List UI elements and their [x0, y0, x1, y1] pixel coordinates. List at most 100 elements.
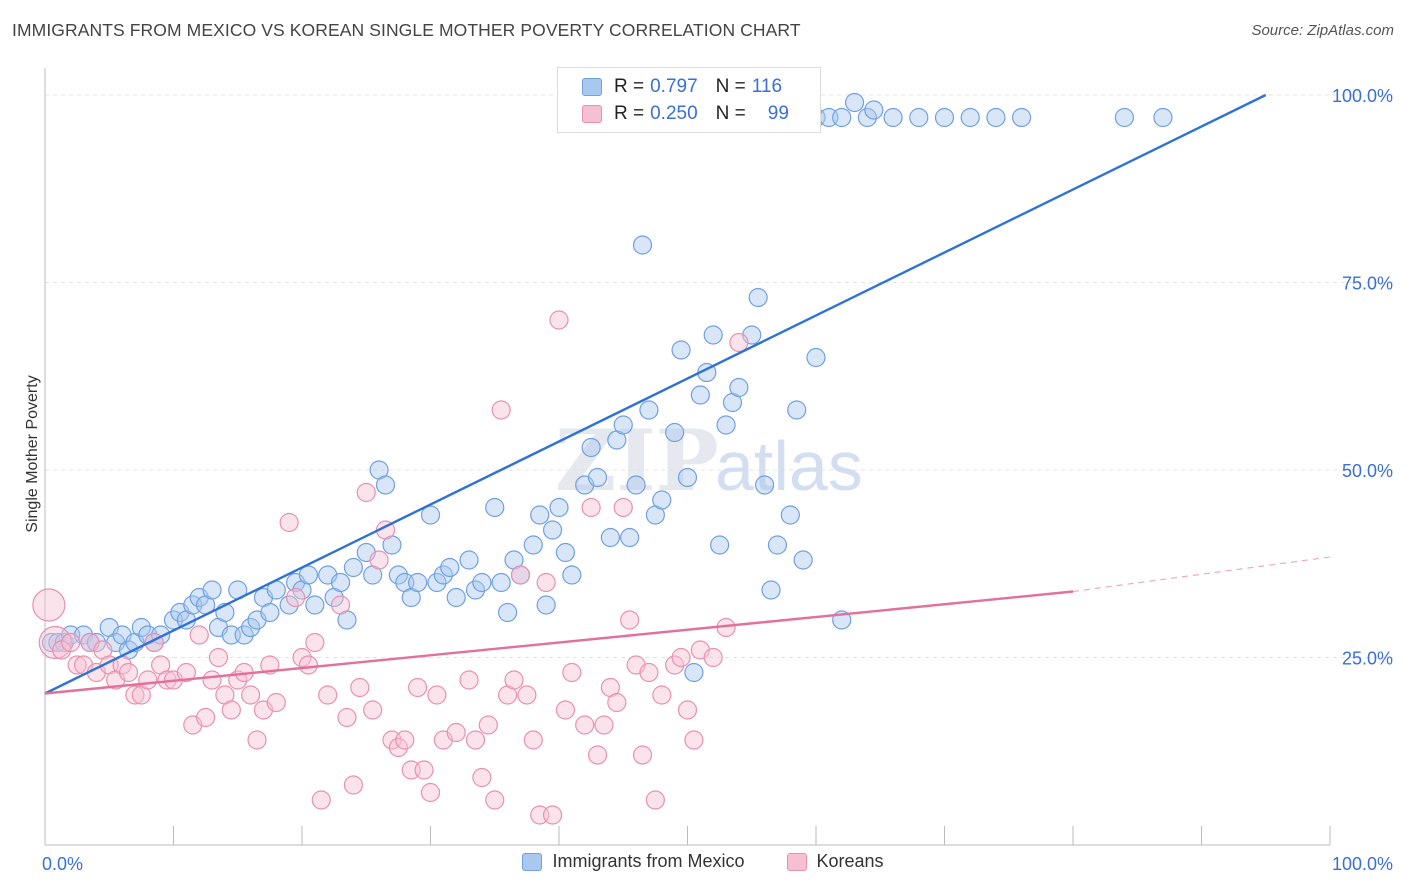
data-point-koreans — [279, 512, 299, 533]
data-point-koreans — [356, 482, 376, 503]
data-point-koreans — [388, 737, 408, 758]
legend-label-mexico: Immigrants from Mexico — [552, 851, 745, 871]
data-point-mexico — [131, 617, 151, 638]
data-point-koreans — [208, 647, 229, 668]
data-point-mexico — [729, 377, 749, 398]
data-point-mexico — [498, 602, 518, 623]
legend-swatch-koreans — [582, 105, 602, 123]
data-point-mexico — [330, 572, 351, 593]
data-point-koreans — [472, 767, 492, 788]
data-point-koreans — [337, 707, 357, 728]
data-point-mexico — [549, 497, 569, 518]
data-point-mexico — [832, 107, 852, 128]
data-point-mexico — [408, 572, 428, 593]
data-point-mexico — [883, 107, 903, 128]
legend-swatch-mexico — [582, 78, 602, 96]
data-point-koreans — [703, 647, 723, 668]
n-label: N = — [715, 76, 746, 97]
n-value: 116 — [751, 76, 783, 97]
data-point-mexico — [960, 107, 980, 128]
data-point-mexico — [600, 527, 621, 548]
data-point-koreans — [266, 692, 286, 713]
data-point-koreans — [620, 610, 640, 630]
data-point-mexico — [485, 497, 505, 518]
data-point-mexico — [54, 632, 74, 653]
data-point-mexico — [241, 617, 261, 638]
data-point-koreans — [542, 805, 563, 825]
data-point-koreans — [32, 588, 66, 622]
data-point-mexico — [793, 550, 813, 570]
data-point-koreans — [665, 655, 685, 675]
data-point-mexico — [279, 595, 299, 615]
watermark-atlas: atlas — [715, 427, 863, 505]
data-point-mexico — [613, 415, 633, 435]
legend-swatch-mexico — [522, 852, 543, 871]
data-point-koreans — [523, 730, 543, 750]
data-point-koreans — [260, 655, 280, 675]
data-point-mexico — [86, 632, 107, 653]
data-point-mexico — [934, 107, 955, 128]
data-point-koreans — [485, 790, 505, 810]
data-point-mexico — [427, 572, 447, 593]
data-point-koreans — [298, 655, 319, 675]
trend-line-mexico — [44, 93, 1267, 695]
data-point-koreans — [645, 790, 665, 810]
data-point-mexico — [632, 235, 653, 255]
data-point-mexico — [703, 325, 723, 345]
data-point-mexico — [562, 565, 582, 585]
data-point-koreans — [61, 632, 81, 653]
data-point-mexico — [420, 505, 441, 525]
data-point-koreans — [189, 625, 209, 645]
data-point-mexico — [748, 287, 768, 308]
data-point-mexico — [665, 422, 685, 443]
data-point-mexico — [754, 475, 775, 495]
data-point-koreans — [125, 685, 145, 705]
data-point-koreans — [677, 700, 698, 720]
legend-item-mexico[interactable]: Immigrants from Mexico — [522, 851, 745, 872]
data-point-mexico — [909, 107, 929, 128]
legend-swatch-koreans — [786, 852, 807, 871]
data-point-mexico — [1011, 107, 1032, 128]
data-point-koreans — [549, 310, 569, 330]
chart-title: IMMIGRANTS FROM MEXICO VS KOREAN SINGLE … — [12, 20, 801, 40]
data-point-mexico — [536, 595, 556, 615]
data-point-koreans — [594, 715, 614, 735]
data-point-koreans — [318, 685, 338, 705]
data-point-mexico — [343, 557, 363, 578]
data-point-mexico — [388, 565, 408, 585]
trend-extension-koreans — [1072, 556, 1331, 593]
data-point-koreans — [465, 730, 486, 750]
data-point-koreans — [607, 692, 627, 713]
data-point-koreans — [202, 670, 222, 690]
data-point-koreans — [420, 782, 441, 803]
data-point-koreans — [408, 677, 428, 698]
legend-item-koreans[interactable]: Koreans — [786, 851, 884, 872]
data-point-mexico — [652, 490, 672, 510]
legend-row-mexico: R = 0.797 N = 116 — [582, 75, 782, 99]
data-point-koreans — [414, 760, 434, 780]
data-point-koreans — [729, 332, 749, 353]
data-point-koreans — [138, 670, 158, 690]
y-tick-label: 75.0% — [1342, 274, 1393, 294]
data-point-koreans — [581, 497, 601, 518]
data-point-mexico — [472, 572, 492, 593]
legend-row-koreans: R = 0.250 N = 99 — [582, 102, 789, 126]
data-point-mexico — [491, 572, 511, 593]
data-point-koreans — [536, 572, 556, 593]
data-point-koreans — [446, 722, 466, 743]
data-point-mexico — [305, 595, 325, 615]
data-point-mexico — [465, 580, 486, 600]
n-label: N = — [715, 103, 746, 124]
data-point-mexico — [433, 565, 453, 585]
data-point-koreans — [684, 730, 704, 750]
series-legend: Immigrants from Mexico Koreans — [0, 851, 1406, 872]
data-point-koreans — [363, 700, 383, 720]
data-point-mexico — [986, 107, 1006, 128]
legend-label-koreans: Koreans — [816, 851, 884, 871]
chart-source: Source: ZipAtlas.com — [1251, 22, 1394, 39]
data-point-mexico — [446, 587, 466, 608]
data-point-koreans — [517, 685, 537, 705]
data-point-mexico — [587, 467, 608, 488]
data-point-koreans — [330, 595, 351, 615]
